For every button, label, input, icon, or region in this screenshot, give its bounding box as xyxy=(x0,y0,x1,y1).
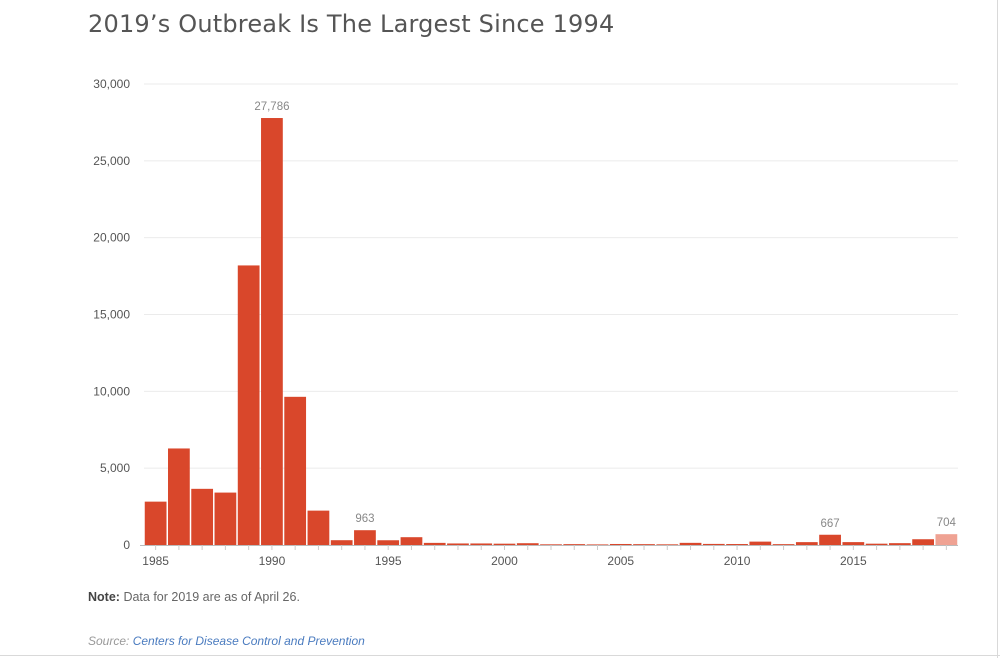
data-label-2014: 667 xyxy=(820,518,839,530)
y-tick-label: 20,000 xyxy=(93,231,130,245)
data-label-2019: 704 xyxy=(937,517,957,529)
x-tick-label: 2005 xyxy=(607,554,634,568)
bar-2002 xyxy=(540,544,562,546)
bar-2019 xyxy=(935,534,958,545)
bar-2013 xyxy=(795,542,818,545)
bar-1990 xyxy=(261,118,283,546)
bar-2007 xyxy=(656,544,679,546)
bar-2016 xyxy=(865,543,888,545)
x-tick-label: 2010 xyxy=(724,554,751,568)
bar-2010 xyxy=(726,544,748,545)
bar-1987 xyxy=(191,488,214,545)
bar-2011 xyxy=(749,541,772,545)
bar-1993 xyxy=(330,540,353,545)
y-tick-label: 25,000 xyxy=(93,154,130,168)
y-tick-label: 15,000 xyxy=(93,308,130,322)
bar-2017 xyxy=(888,543,911,545)
bar-2012 xyxy=(772,544,795,545)
data-label-1990: 27,786 xyxy=(254,101,289,113)
bar-1998 xyxy=(447,543,469,545)
y-tick-label: 5,000 xyxy=(100,461,130,475)
bar-1994 xyxy=(354,530,376,545)
frame-right-border xyxy=(997,0,998,658)
bar-1999 xyxy=(470,543,493,545)
bar-2015 xyxy=(842,542,865,545)
x-tick-label: 1995 xyxy=(375,554,402,568)
bar-1989 xyxy=(237,265,260,545)
y-tick-label: 30,000 xyxy=(93,77,130,91)
bar-2005 xyxy=(609,543,632,545)
x-tick-label: 2015 xyxy=(840,554,867,568)
data-label-1994: 963 xyxy=(355,513,374,525)
bar-1991 xyxy=(284,396,307,545)
bar-2001 xyxy=(516,543,539,545)
bar-1988 xyxy=(214,492,237,545)
source-link[interactable]: Centers for Disease Control and Preventi… xyxy=(132,634,365,648)
note-label: Note: xyxy=(88,590,120,604)
bar-1985 xyxy=(144,501,167,545)
bar-2004 xyxy=(586,544,609,546)
chart-source: Source: Centers for Disease Control and … xyxy=(88,634,365,648)
source-label: Source: xyxy=(88,634,130,648)
frame-bottom-border xyxy=(0,655,1000,656)
y-tick-label: 0 xyxy=(123,538,130,552)
x-tick-label: 2000 xyxy=(491,554,518,568)
bar-2018 xyxy=(912,539,934,545)
bar-1986 xyxy=(168,448,190,545)
bar-1995 xyxy=(377,540,400,545)
x-tick-label: 1990 xyxy=(259,554,286,568)
bar-1996 xyxy=(400,537,423,545)
bar-2014 xyxy=(819,534,841,545)
bar-2003 xyxy=(563,544,586,545)
x-tick-label: 1985 xyxy=(142,554,169,568)
bar-2006 xyxy=(633,544,655,545)
bar-2000 xyxy=(493,543,516,545)
chart-title: 2019’s Outbreak Is The Largest Since 199… xyxy=(88,10,615,38)
bar-1997 xyxy=(423,542,446,545)
chart-note: Note: Data for 2019 are as of April 26. xyxy=(88,590,300,604)
bar-2008 xyxy=(679,542,702,545)
bar-2009 xyxy=(702,543,725,545)
note-text: Data for 2019 are as of April 26. xyxy=(123,590,300,604)
bar-chart: 0 5,000 10,000 15,000 20,000 25,000 30,000 27,7… xyxy=(93,77,958,568)
bar-1992 xyxy=(307,510,330,545)
y-tick-label: 10,000 xyxy=(93,384,130,398)
